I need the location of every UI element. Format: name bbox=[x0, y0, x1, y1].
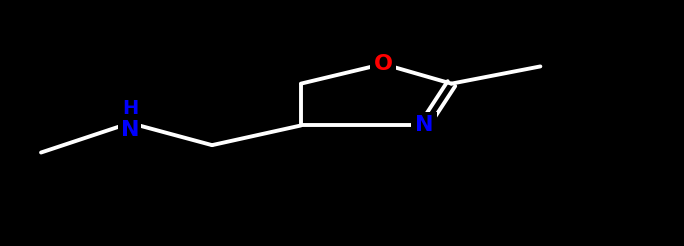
Text: O: O bbox=[373, 54, 393, 74]
Text: H: H bbox=[122, 99, 138, 118]
Text: N: N bbox=[120, 120, 140, 140]
Text: N: N bbox=[415, 115, 434, 136]
